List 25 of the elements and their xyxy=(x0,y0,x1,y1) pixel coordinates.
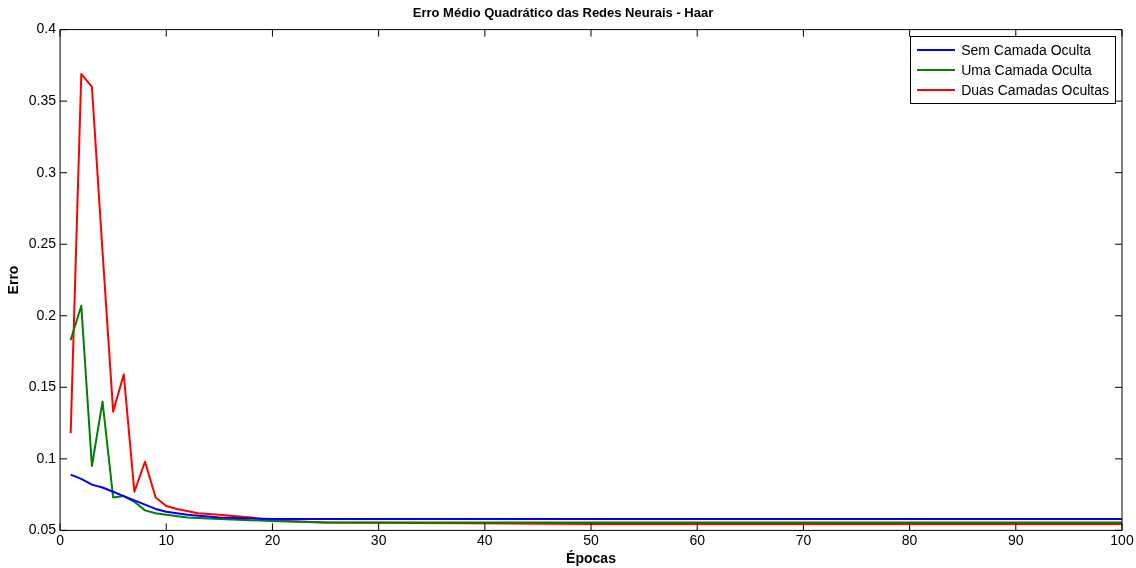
x-tick-label: 50 xyxy=(583,531,600,548)
y-tick-label: 0.1 xyxy=(36,449,57,466)
y-tick-label: 0.25 xyxy=(28,235,57,252)
x-tick-label: 90 xyxy=(1008,531,1024,548)
x-tick-label: 70 xyxy=(795,531,812,548)
x-tick-label: 10 xyxy=(158,531,175,548)
x-tick-label: 60 xyxy=(689,531,706,548)
legend-label: Duas Camadas Ocultas xyxy=(961,81,1109,98)
y-tick-label: 0.3 xyxy=(36,163,57,180)
legend-label: Uma Camada Oculta xyxy=(961,61,1092,78)
x-tick-label: 40 xyxy=(477,531,493,548)
y-axis-title: Erro xyxy=(5,265,22,295)
y-tick-label: 0.15 xyxy=(28,378,57,395)
y-tick-label: 0.4 xyxy=(36,20,57,37)
x-tick-label: 30 xyxy=(370,531,387,548)
legend-label: Sem Camada Oculta xyxy=(961,41,1092,58)
x-tick-label: 80 xyxy=(901,531,918,548)
y-tick-label: 0.35 xyxy=(28,92,57,108)
x-tick-label: 20 xyxy=(264,531,281,548)
y-tick-label: 0.05 xyxy=(28,521,57,538)
x-axis-title: Épocas xyxy=(566,550,617,567)
y-tick-label: 0.2 xyxy=(36,306,57,323)
chart-title: Erro Médio Quadrático das Redes Neurais - Haar xyxy=(412,5,714,21)
x-tick-label: 100 xyxy=(1110,531,1134,548)
x-tick-label: 0 xyxy=(56,531,65,548)
